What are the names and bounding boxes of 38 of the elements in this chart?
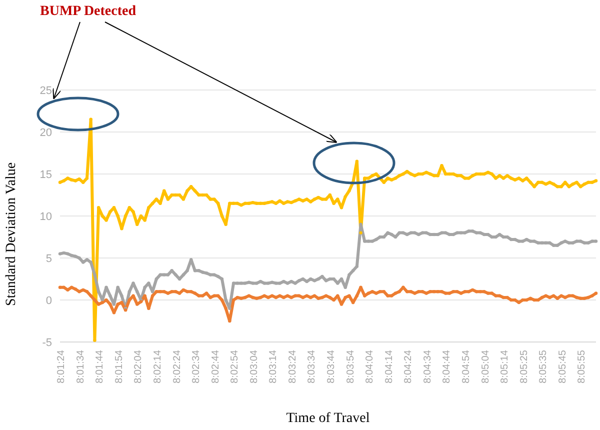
x-tick-label: 8:02:24	[172, 350, 183, 384]
x-tick-label: 8:02:14	[152, 350, 164, 384]
y-tick-label: 0	[46, 294, 52, 307]
x-tick-label: 8:01:34	[75, 350, 86, 384]
x-tick-label: 8:03:34	[306, 350, 318, 384]
y-axis-title: Standard Deviation Value	[4, 162, 19, 306]
x-tick-label: 8:04:04	[364, 350, 376, 384]
x-tick-label: 8:03:54	[345, 350, 356, 384]
x-tick-label: 8:05:45	[557, 350, 568, 384]
x-tick-label: 8:02:04	[133, 350, 144, 384]
x-tick-label: 8:02:44	[210, 350, 222, 384]
x-tick-label: 8:04:34	[422, 350, 434, 384]
y-tick-label: -5	[42, 336, 52, 349]
x-tick-label: 8:01:44	[94, 350, 106, 384]
x-tick-label: 8:03:14	[268, 350, 280, 384]
x-tick-label: 8:05:25	[518, 350, 530, 384]
y-tick-label: 25	[40, 84, 52, 97]
text: BUMP Detected	[40, 4, 136, 20]
y-tick-label: 5	[46, 252, 52, 265]
x-tick-label: 8:04:54	[460, 350, 472, 384]
x-tick-label: 8:05:04	[480, 350, 492, 384]
x-tick-label: 8:03:44	[326, 350, 338, 384]
x-tick-label: 8:01:24	[56, 350, 68, 384]
x-tick-label: 8:03:24	[287, 350, 298, 384]
x-tick-label: 8:01:54	[114, 350, 125, 384]
y-tick-label: 10	[40, 210, 52, 223]
x-axis-title: Time of Travel	[286, 411, 370, 426]
y-tick-label: 20	[40, 126, 52, 139]
x-tick-label: 8:05:14	[500, 350, 511, 384]
x-tick-label: 8:02:34	[191, 350, 202, 384]
x-tick-label: 8:04:24	[403, 350, 414, 384]
x-tick-label: 8:03:04	[248, 350, 260, 384]
y-tick-label: 15	[40, 168, 52, 181]
x-tick-label: 8:02:54	[230, 350, 241, 384]
x-tick-label: 8:05:35	[538, 350, 550, 384]
x-tick-label: 8:04:44	[442, 350, 453, 384]
x-tick-label: 8:04:14	[384, 350, 395, 384]
x-tick-label: 8:05:55	[576, 350, 588, 384]
